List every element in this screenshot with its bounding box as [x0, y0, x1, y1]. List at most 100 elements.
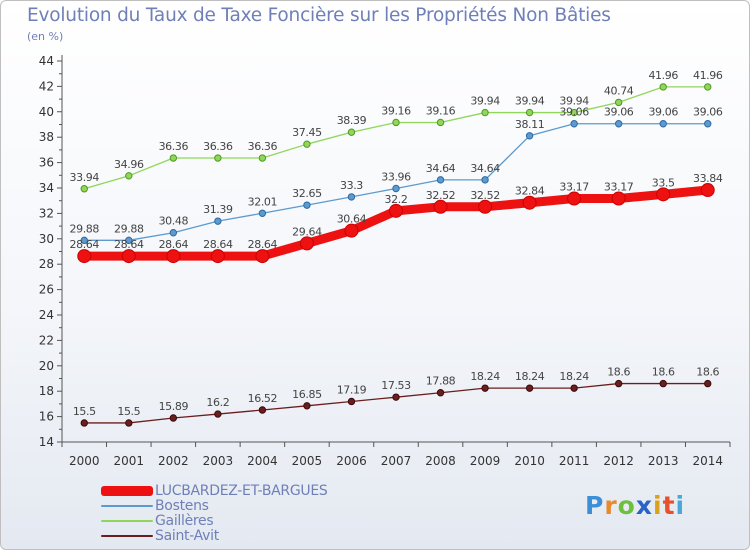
data-point [169, 229, 178, 237]
data-label: 33.17 [559, 181, 589, 194]
chart-title: Evolution du Taux de Taxe Foncière sur l… [27, 5, 611, 26]
data-label: 36.36 [203, 140, 233, 153]
data-point [303, 201, 311, 209]
data-point [299, 236, 314, 251]
data-point [169, 154, 178, 162]
data-label: 38.39 [337, 114, 367, 127]
x-tick-label: 2006 [336, 454, 367, 468]
data-label: 16.2 [206, 396, 229, 409]
data-point [614, 98, 623, 107]
data-point [121, 249, 136, 264]
x-tick-label: 2011 [559, 454, 590, 468]
data-point [659, 83, 667, 91]
data-label: 39.16 [426, 104, 456, 117]
y-tick-label: 36 [39, 156, 54, 170]
data-label: 32.2 [385, 193, 408, 206]
y-tick-label: 24 [39, 308, 54, 322]
data-label: 39.94 [515, 95, 545, 108]
x-tick-label: 2000 [69, 454, 100, 468]
logo-letter: o [617, 491, 636, 520]
data-point [525, 132, 534, 140]
y-tick-label: 38 [39, 130, 54, 144]
x-tick-label: 2003 [203, 454, 234, 468]
data-point [125, 236, 133, 245]
data-point [80, 185, 88, 193]
data-point [166, 249, 181, 264]
x-tick-label: 2012 [603, 454, 634, 468]
data-point [210, 249, 225, 264]
data-point [392, 184, 400, 193]
data-point [347, 397, 356, 406]
data-point [614, 120, 623, 128]
data-label: 28.64 [203, 238, 233, 251]
legend-swatch [101, 535, 153, 537]
data-label: 15.89 [159, 400, 189, 413]
data-label: 29.64 [292, 225, 322, 238]
data-point [656, 187, 671, 202]
data-label: 39.94 [559, 95, 589, 108]
data-point [570, 120, 578, 128]
x-tick-label: 2014 [692, 454, 723, 468]
series-3: 15.5 15.5 15.89 16.2 16.52 16.85 17.19 17.53 17.… [73, 366, 720, 427]
data-label: 36.36 [159, 140, 189, 153]
data-point [347, 193, 356, 201]
data-point [436, 176, 445, 184]
y-axis-unit: (en %) [27, 30, 64, 43]
data-point [125, 172, 133, 180]
data-point [704, 379, 712, 388]
y-tick-label: 20 [39, 359, 54, 373]
data-point [80, 419, 88, 427]
x-tick-label: 2008 [425, 454, 456, 468]
data-label: 40.74 [604, 84, 634, 97]
x-tick-label: 2004 [247, 454, 278, 468]
data-point [389, 203, 403, 218]
y-tick-label: 34 [39, 181, 54, 195]
data-label: 17.88 [426, 375, 456, 388]
data-label: 32.52 [426, 189, 456, 202]
logo-letter: i [675, 491, 686, 520]
x-tick-label: 2005 [292, 454, 323, 468]
data-label: 39.06 [559, 106, 589, 119]
data-label: 33.84 [693, 172, 723, 185]
data-label: 18.24 [515, 370, 545, 383]
x-tick-label: 2001 [114, 454, 145, 468]
data-label: 28.64 [159, 238, 189, 251]
y-tick-label: 14 [39, 435, 54, 449]
data-label: 34.96 [114, 158, 144, 171]
y-tick-label: 44 [39, 54, 54, 68]
data-point [478, 199, 493, 214]
y-tick-label: 26 [39, 283, 54, 297]
y-tick-label: 22 [39, 333, 54, 347]
data-point [704, 83, 712, 91]
data-label: 18.6 [652, 366, 675, 379]
data-label: 30.64 [337, 213, 367, 226]
data-label: 41.96 [648, 69, 678, 82]
data-point [214, 217, 222, 225]
data-point [481, 108, 489, 117]
data-label: 32.52 [470, 189, 500, 202]
y-tick-label: 42 [39, 79, 54, 93]
data-point [214, 410, 222, 418]
data-point [80, 236, 88, 245]
data-label: 31.39 [203, 203, 233, 216]
data-label: 33.94 [70, 171, 100, 184]
data-label: 36.36 [248, 140, 278, 153]
data-point [481, 384, 489, 392]
data-label: 34.64 [470, 162, 500, 175]
data-point [77, 249, 92, 264]
data-point [525, 384, 534, 392]
data-label: 15.5 [117, 405, 140, 418]
legend-swatch [101, 505, 153, 507]
data-label: 18.24 [470, 370, 500, 383]
data-label: 32.01 [248, 195, 278, 208]
legend-label: Saint-Avit [155, 528, 219, 544]
data-label: 16.52 [248, 392, 278, 405]
data-label: 30.48 [159, 215, 189, 228]
legend-label: Bostens [155, 498, 209, 514]
legend-swatch [101, 520, 153, 522]
proxiti-logo: Proxiti [585, 491, 685, 520]
data-point [392, 393, 400, 401]
data-label: 41.96 [693, 69, 723, 82]
data-point [570, 108, 578, 117]
